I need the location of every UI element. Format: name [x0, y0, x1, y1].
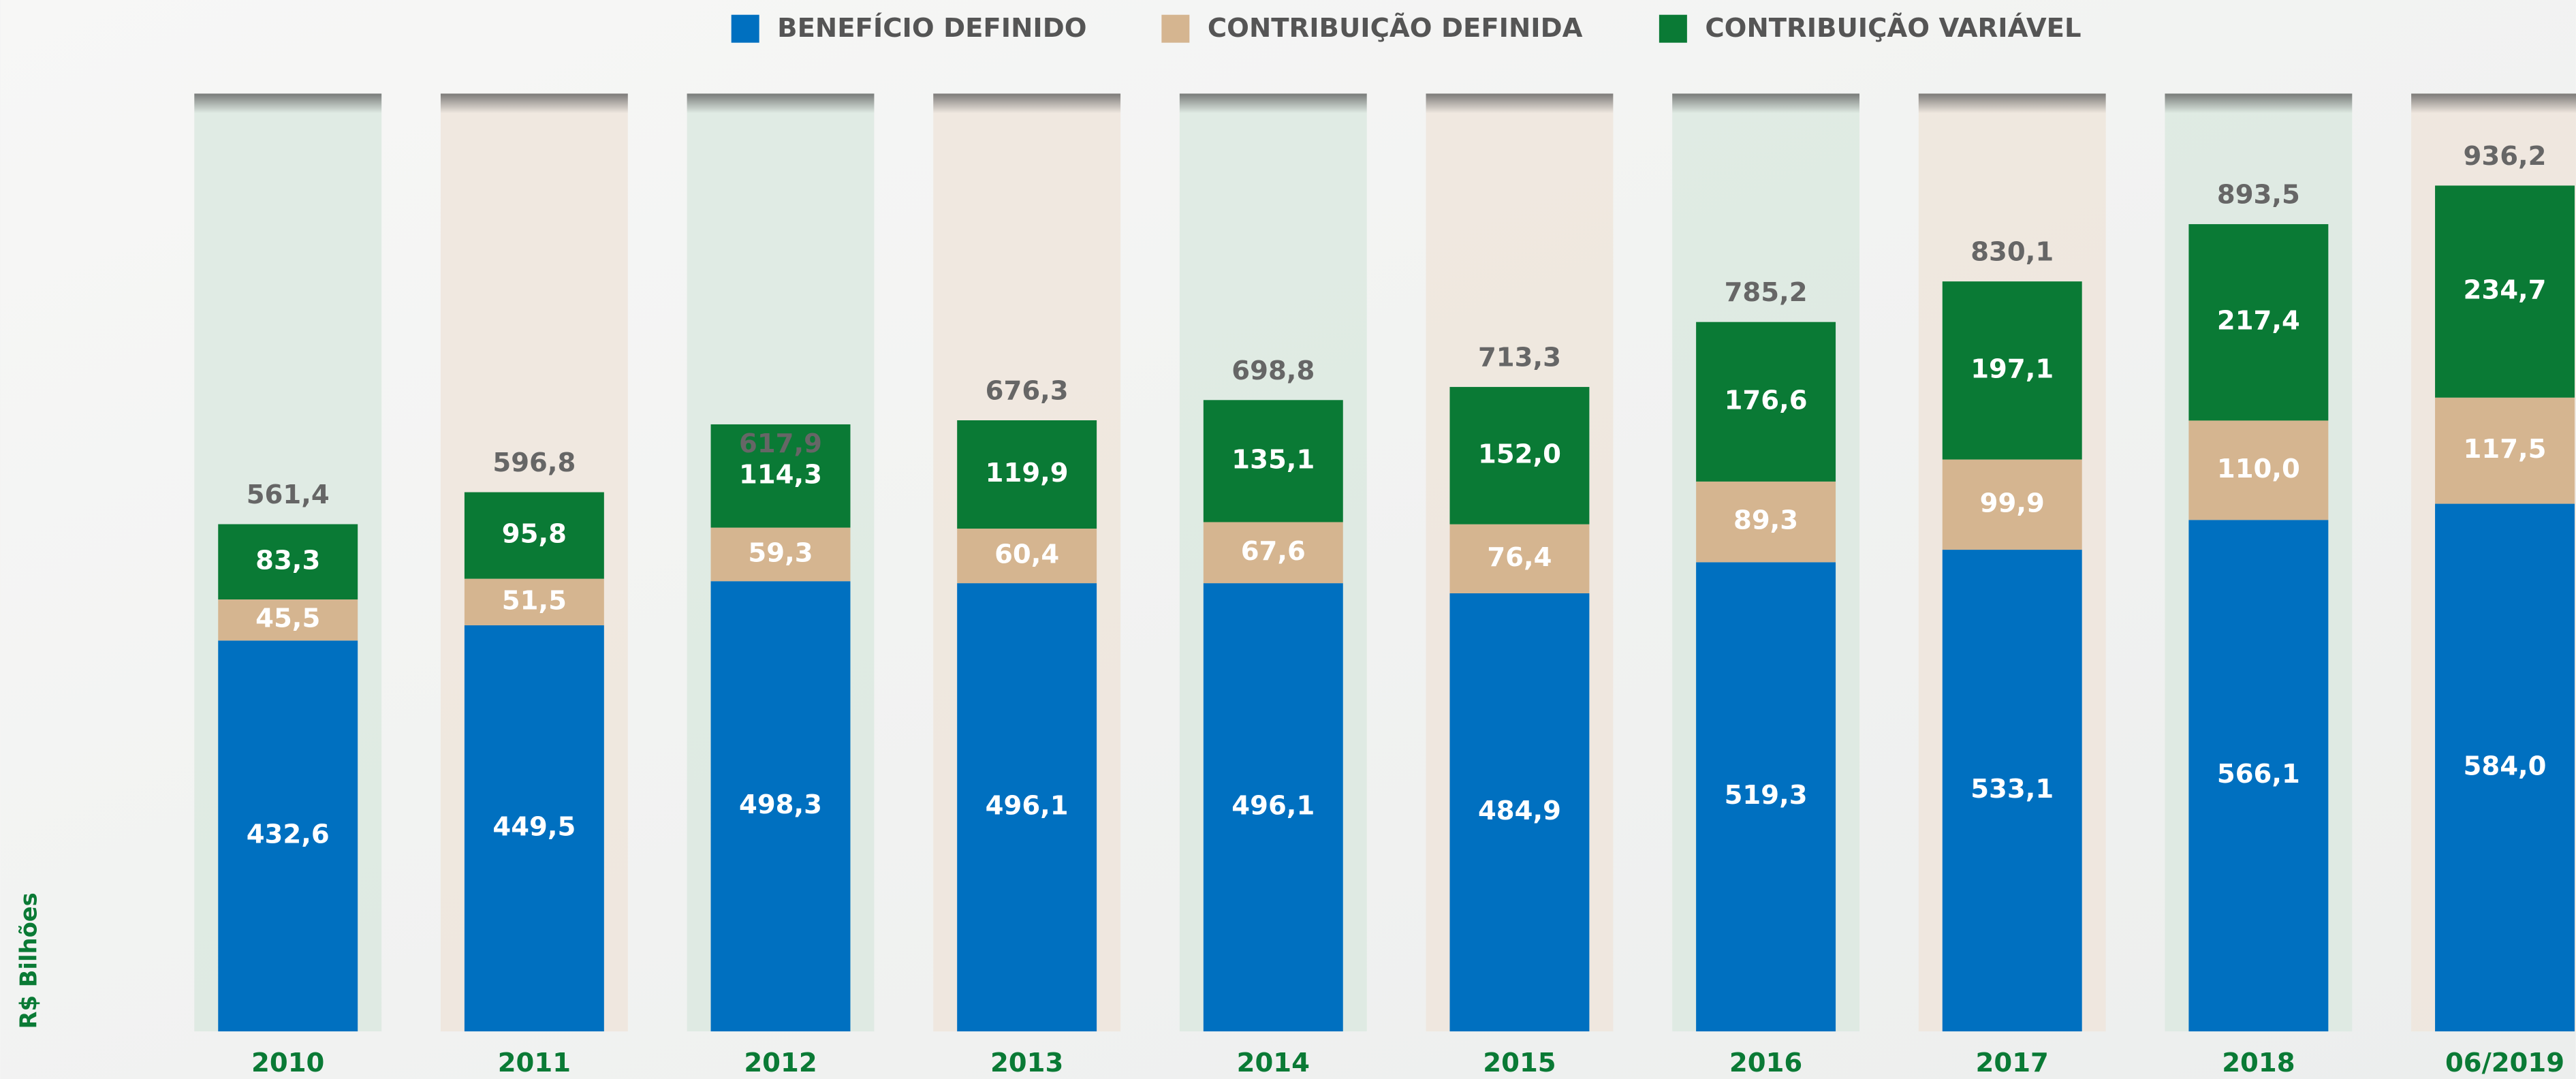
- segment-label: 498,3: [739, 789, 822, 820]
- bar-segment: [218, 599, 358, 641]
- bar-segment: [1942, 281, 2082, 460]
- column-shade: [1179, 93, 1367, 114]
- segment-label: 95,8: [502, 519, 567, 550]
- total-label: 617,9: [739, 428, 822, 459]
- column-shade: [440, 93, 628, 114]
- x-tick-label: 06/2019: [2445, 1048, 2564, 1078]
- segment-label: 176,6: [1725, 385, 1808, 416]
- segment-label: 45,5: [255, 604, 320, 634]
- x-tick-label: 2014: [1237, 1048, 1310, 1078]
- bar-segment: [1449, 524, 1590, 593]
- bar-segment: [1203, 400, 1343, 522]
- bar-segment: [1942, 459, 2082, 550]
- segment-label: 119,9: [986, 458, 1069, 488]
- x-tick-label: 2016: [1729, 1048, 1802, 1078]
- segment-label: 60,4: [994, 540, 1059, 570]
- total-label: 676,3: [986, 376, 1069, 407]
- column-shade: [687, 93, 875, 114]
- x-tick-label: 2012: [744, 1048, 817, 1078]
- bar-segment: [2188, 520, 2329, 1032]
- segment-label: 496,1: [1231, 791, 1315, 822]
- bar-segment: [2435, 397, 2575, 504]
- bar-segment: [2188, 420, 2329, 520]
- segment-label: 99,9: [1980, 488, 2045, 518]
- segment-label: 217,4: [2217, 306, 2300, 337]
- segment-label: 114,3: [739, 459, 822, 490]
- legend-swatch: [1659, 14, 1687, 43]
- column-shade: [1426, 93, 1614, 114]
- bar-segment: [464, 492, 604, 579]
- bar-segment: [710, 527, 851, 582]
- bar-segment: [1449, 387, 1590, 525]
- segment-label: 76,4: [1487, 542, 1552, 573]
- bar-segment: [1696, 481, 1836, 563]
- bar-segment: [710, 424, 851, 528]
- segment-label: 449,5: [492, 812, 576, 843]
- segment-label: 110,0: [2217, 454, 2300, 484]
- bar-segment: [464, 625, 604, 1032]
- x-tick-label: 2011: [498, 1048, 571, 1078]
- segment-label: 234,7: [2464, 275, 2547, 306]
- segment-label: 83,3: [255, 545, 320, 576]
- bar-segment: [218, 524, 358, 599]
- bar-segment: [1203, 583, 1343, 1032]
- bar-segment: [1696, 322, 1836, 482]
- total-label: 596,8: [492, 448, 576, 478]
- bar-segment: [218, 640, 358, 1032]
- bar-segment: [2188, 224, 2329, 421]
- column-shade: [1672, 93, 1860, 114]
- x-tick-label: 2018: [2222, 1048, 2295, 1078]
- segment-label: 484,9: [1478, 796, 1561, 826]
- legend-label: CONTRIBUIÇÃO DEFINIDA: [1208, 12, 1583, 44]
- y-axis-label: R$ Bilhões: [16, 892, 42, 1029]
- segment-label: 51,5: [502, 585, 567, 616]
- legend-label: BENEFÍCIO DEFINIDO: [777, 12, 1086, 44]
- bar-segment: [1449, 593, 1590, 1032]
- total-label: 698,8: [1231, 356, 1315, 386]
- segment-label: 566,1: [2217, 759, 2300, 789]
- segment-label: 432,6: [247, 819, 330, 850]
- column-shade: [2411, 93, 2576, 114]
- x-tick-label: 2017: [1976, 1048, 2049, 1078]
- segment-label: 152,0: [1478, 439, 1561, 469]
- total-label: 893,5: [2217, 180, 2300, 210]
- segment-label: 67,6: [1241, 536, 1306, 567]
- bar-segment: [710, 581, 851, 1032]
- segment-label: 584,0: [2464, 751, 2547, 781]
- bar-segment: [2435, 185, 2575, 398]
- bar-segment: [957, 529, 1097, 584]
- column-shade: [1918, 93, 2106, 114]
- segment-label: 519,3: [1725, 780, 1808, 811]
- total-label: 830,1: [1970, 237, 2054, 268]
- x-tick-label: 2015: [1483, 1048, 1556, 1078]
- bar-segment: [2435, 503, 2575, 1032]
- bar-segment: [464, 578, 604, 625]
- total-label: 785,2: [1725, 277, 1808, 308]
- segment-label: 135,1: [1231, 444, 1315, 475]
- segment-label: 59,3: [748, 537, 813, 568]
- segment-label: 197,1: [1970, 354, 2054, 384]
- bar-segment: [1942, 550, 2082, 1032]
- bar-segment: [1203, 522, 1343, 584]
- column-shade: [2165, 93, 2353, 114]
- total-label: 561,4: [247, 480, 330, 510]
- column-shade: [933, 93, 1121, 114]
- column-shade: [194, 93, 382, 114]
- bar-segment: [957, 583, 1097, 1032]
- x-tick-label: 2013: [990, 1048, 1063, 1078]
- legend-swatch: [1161, 14, 1190, 43]
- bar-segment: [957, 420, 1097, 529]
- segment-label: 117,5: [2464, 434, 2547, 465]
- x-tick-label: 2010: [251, 1048, 324, 1078]
- total-label: 713,3: [1478, 343, 1561, 373]
- segment-label: 496,1: [986, 791, 1069, 822]
- legend-label: CONTRIBUIÇÃO VARIÁVEL: [1705, 12, 2081, 44]
- total-label: 936,2: [2464, 141, 2547, 172]
- legend-swatch: [731, 14, 759, 43]
- segment-label: 533,1: [1970, 774, 2054, 804]
- bar-segment: [1696, 562, 1836, 1032]
- segment-label: 89,3: [1733, 505, 1798, 536]
